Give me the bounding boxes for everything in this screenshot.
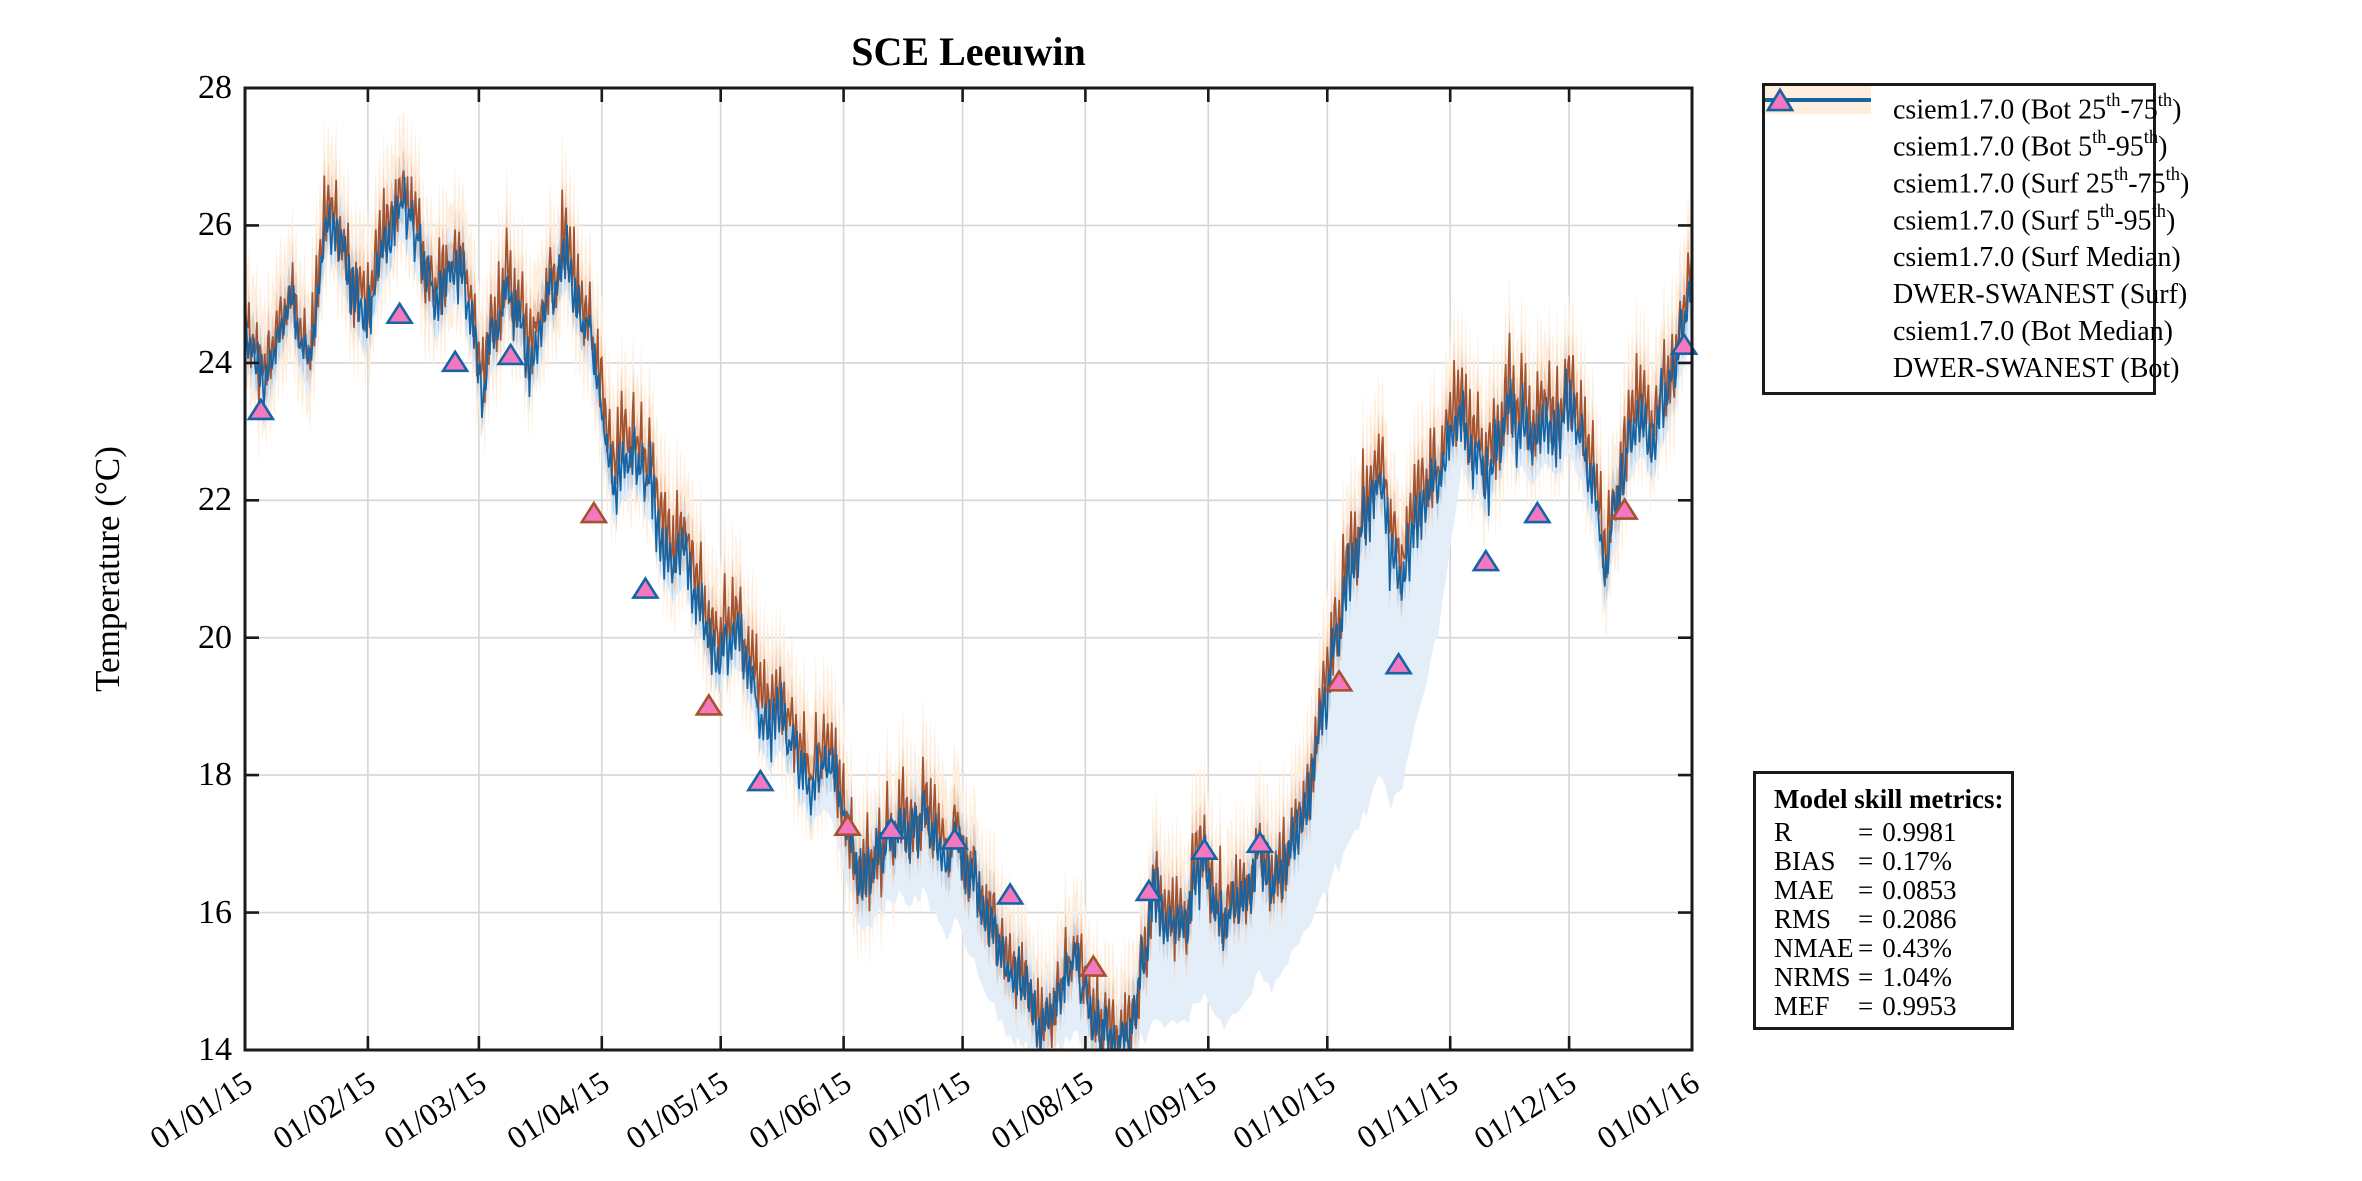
band-bot-5-95 (245, 139, 1692, 1050)
metric-row-rms: RMS = 0.2086 (1774, 904, 1957, 934)
obs-marker-surf (833, 813, 862, 836)
metric-row-bias: BIAS = 0.17% (1774, 846, 1952, 876)
obs-marker-bot (246, 397, 276, 421)
obs-marker-bot (496, 342, 525, 366)
metrics-title: Model skill metrics: (1774, 784, 2004, 814)
obs-marker-bot (1384, 651, 1413, 675)
obs-marker-surf (1079, 954, 1108, 977)
obs-marker-bot (746, 768, 775, 792)
obs-marker-bot (1245, 830, 1275, 854)
obs-marker-surf (694, 692, 724, 716)
legend-label: csiem1.7.0 (Surf Median) (1893, 241, 2181, 273)
y-tick-label: 26 (198, 206, 232, 244)
metric-row-mef: MEF = 0.9953 (1774, 991, 1957, 1021)
axis-ticks (243, 86, 1694, 1052)
legend-item-bot-5-95: csiem1.7.0 (Bot 5th-95th) (1765, 86, 2168, 165)
legend-item-bot-median: csiem1.7.0 (Bot Median) (1765, 98, 2173, 350)
obs-marker-surf (579, 500, 609, 524)
obs-marker-bot (995, 881, 1025, 905)
y-tick-label: 24 (198, 343, 232, 381)
legend-label: csiem1.7.0 (Surf 25th-75th) (1893, 164, 2190, 200)
obs-marker-bot (876, 816, 906, 840)
obs-marker-bot (385, 301, 414, 325)
legend-item-surf-5-95: csiem1.7.0 (Surf 5th-95th) (1765, 86, 2175, 239)
legend-label: csiem1.7.0 (Bot 25th-75th) (1893, 90, 2182, 126)
obs-marker-surf (1610, 497, 1639, 520)
legend-label: csiem1.7.0 (Bot 5th-95th) (1893, 127, 2168, 163)
chart-title: SCE Leeuwin (851, 29, 1086, 74)
metric-row-mae: MAE = 0.0853 (1774, 875, 1957, 905)
legend-label: csiem1.7.0 (Bot Median) (1893, 315, 2173, 347)
y-tick-label: 14 (198, 1031, 232, 1068)
metrics-rows: R = 0.9981 BIAS = 0.17% MAE = 0.0853 RMS = 0.2086 NM… (1774, 818, 2011, 1021)
metric-row-nmae: NMAE = 0.43% (1774, 933, 1952, 963)
y-axis-label: Temperature (°C) (88, 446, 127, 692)
axes-box (243, 86, 1694, 1052)
legend-label: DWER-SWANEST (Surf) (1893, 278, 2188, 310)
bot-median-line (245, 177, 1692, 1050)
legend-box: csiem1.7.0 (Bot 25th-75th) csiem1.7.0 (Bo… (1762, 83, 2189, 395)
y-tick-label: 18 (198, 756, 232, 794)
obs-marker-bot (631, 576, 660, 599)
legend-item-surf-median: csiem1.7.0 (Surf Median) (1765, 98, 2181, 276)
obs-marker-bot (1523, 500, 1552, 524)
obs-marker-bot (1669, 332, 1699, 355)
obs-marker-bot (440, 349, 470, 373)
metric-row-nrms: NRMS = 1.04% (1774, 962, 1952, 992)
y-tick-label: 20 (198, 618, 232, 656)
obs-marker-bot (1190, 837, 1219, 861)
obs-marker-bot (940, 826, 969, 850)
legend-item-surf-25-75: csiem1.7.0 (Surf 25th-75th) (1765, 86, 2189, 202)
legend-label: DWER-SWANEST (Bot) (1893, 352, 2180, 384)
legend-label: csiem1.7.0 (Surf 5th-95th) (1893, 201, 2176, 237)
metric-row-r: R = 0.9981 (1774, 817, 1957, 847)
obs-marker-surf (1324, 668, 1354, 692)
obs-marker-bot (1471, 548, 1501, 572)
y-tick-label: 22 (198, 481, 232, 519)
legend-item-dwer-swanest-surf: DWER-SWANEST (Surf) (1765, 87, 2187, 313)
legend-item-dwer-swanest-bot: DWER-SWANEST (Bot) (1765, 87, 2179, 387)
surf-median-line (245, 170, 1692, 1050)
model-skill-metrics-box: Model skill metrics: R = 0.9981 BIAS = 0.17% M… (1753, 771, 2014, 1030)
y-tick-label: 16 (198, 893, 232, 931)
y-tick-label: 28 (198, 69, 232, 106)
obs-marker-bot (1134, 878, 1164, 902)
